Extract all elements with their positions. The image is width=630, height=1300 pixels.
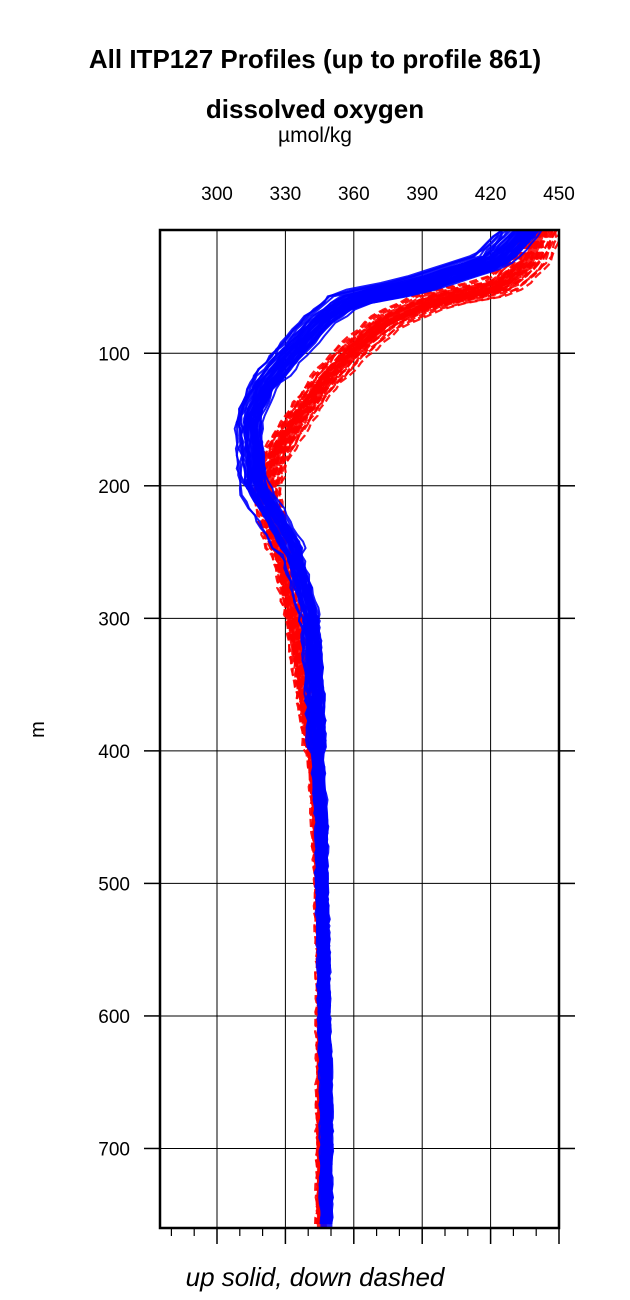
up-cast-line xyxy=(250,230,527,1225)
up-cast-line xyxy=(250,230,529,1225)
down-cast-line xyxy=(256,230,528,1225)
chart-title: dissolved oxygen xyxy=(205,94,425,124)
up-cast-line xyxy=(254,230,525,1225)
down-cast-line xyxy=(256,230,526,1225)
up-cast-line xyxy=(249,230,527,1225)
x-tick-label: 450 xyxy=(543,184,575,205)
up-cast-line xyxy=(254,230,535,1225)
x-tick-label: 300 xyxy=(201,184,233,205)
y-tick-label: 500 xyxy=(98,874,130,895)
y-tick-label: 700 xyxy=(98,1139,130,1160)
x-tick-label: 420 xyxy=(475,184,507,205)
x-axis-label: µmol/kg xyxy=(278,124,352,147)
y-tick-label: 600 xyxy=(98,1007,130,1028)
down-cast-line xyxy=(253,230,524,1225)
up-cast-line xyxy=(255,230,538,1225)
y-tick-label: 400 xyxy=(98,742,130,763)
up-cast-line xyxy=(246,230,520,1225)
up-cast-line xyxy=(246,230,521,1225)
up-cast-line xyxy=(252,230,525,1225)
x-tick-label: 330 xyxy=(270,184,302,205)
up-cast-line xyxy=(251,230,531,1225)
up-cast-line xyxy=(249,230,522,1225)
up-cast-line xyxy=(245,230,522,1225)
up-cast-line xyxy=(255,230,536,1225)
down-cast-line xyxy=(257,230,531,1225)
x-tick-label: 360 xyxy=(338,184,370,205)
up-cast-core-line xyxy=(242,230,527,1228)
y-tick-label: 300 xyxy=(98,609,130,630)
down-cast-line xyxy=(257,230,531,1225)
up-cast-line xyxy=(253,230,531,1225)
axes: 300 330 360 390 420 450 100 200 300 400 500 600 700 xyxy=(98,184,575,1244)
y-tick-label: 200 xyxy=(98,477,130,498)
grid-lines xyxy=(160,230,560,1228)
y-tick-label: 100 xyxy=(98,344,130,365)
x-tick-label: 390 xyxy=(406,184,438,205)
down-cast-line xyxy=(258,230,526,1225)
plot-frame xyxy=(158,228,561,1230)
up-cast-line xyxy=(252,230,529,1224)
down-cast-profiles xyxy=(253,230,559,1228)
down-cast-line xyxy=(278,230,559,1225)
up-cast-line xyxy=(248,230,518,1225)
up-cast-profiles xyxy=(233,230,543,1228)
up-cast-line xyxy=(257,230,534,1225)
up-cast-line xyxy=(255,230,537,1225)
chart-caption: up solid, down dashed xyxy=(185,1262,445,1292)
up-cast-line xyxy=(254,230,531,1225)
up-cast-line xyxy=(257,230,535,1225)
down-cast-line xyxy=(258,230,532,1225)
figure-title: All ITP127 Profiles (up to profile 861) xyxy=(88,44,542,74)
down-cast-line xyxy=(254,230,526,1225)
down-cast-line xyxy=(257,230,525,1225)
